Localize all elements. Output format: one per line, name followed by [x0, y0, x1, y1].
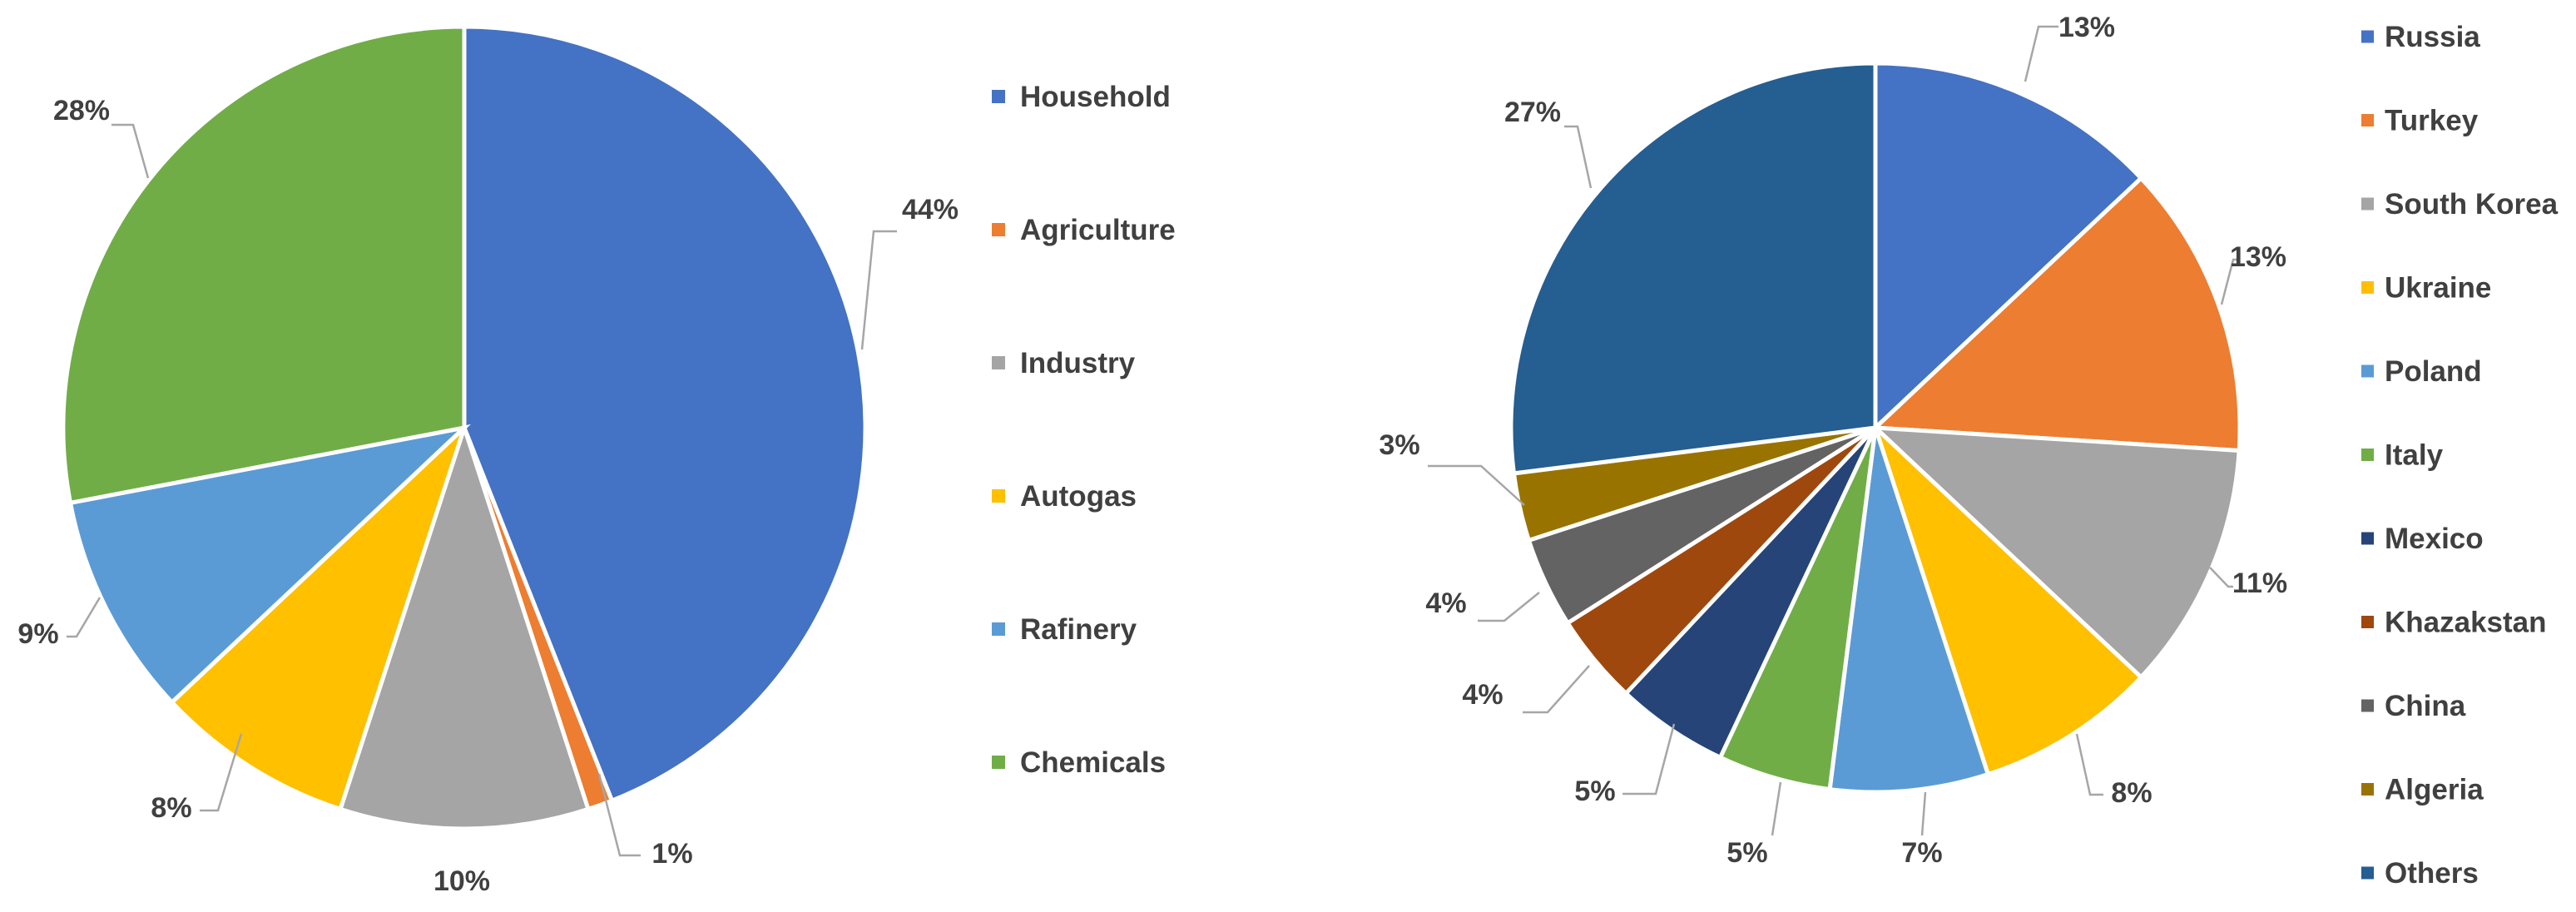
leader-line: [1523, 665, 1590, 714]
legend-label-khazakstan: Khazakstan: [2385, 607, 2547, 639]
pie-slice-turkey: [1870, 175, 2242, 454]
pie-slice-ukraine: [1873, 426, 2144, 777]
leader-line: [2075, 733, 2103, 796]
pie-slice-household: [462, 24, 868, 804]
legend-label-algeria: Algeria: [2385, 774, 2484, 806]
pie-slice-poland: [1827, 427, 1991, 795]
leader-line: [1771, 781, 1782, 836]
legend-label-russia: Russia: [2385, 21, 2480, 53]
leader-line: [2220, 258, 2238, 305]
leader-line: [1622, 723, 1676, 796]
legend-swatch-khazakstan: [2361, 616, 2374, 628]
legend-label-others: Others: [2385, 857, 2479, 890]
legend-swatch-south-korea: [2361, 197, 2374, 211]
legend: Russia Turkey South Korea Ukraine Poland Ital…: [2361, 21, 2559, 890]
pie-slice-chemicals: [61, 24, 467, 506]
legend-swatch-industry: [992, 356, 1005, 369]
data-label-mexico: 5%: [1574, 776, 1615, 807]
legend-label-industry: Industry: [1020, 347, 1136, 379]
pie-slice-others: [1508, 61, 1878, 476]
legend-swatch-algeria: [2361, 783, 2374, 796]
leader-line: [111, 123, 150, 179]
data-label-turkey: 13%: [2230, 241, 2286, 273]
legend-label-ukraine: Ukraine: [2385, 272, 2491, 305]
leader-line: [200, 733, 243, 812]
legend-label-agriculture: Agriculture: [1020, 214, 1176, 246]
legend-swatch-turkey: [2361, 114, 2374, 126]
leader-line: [2024, 25, 2058, 82]
legend-label-mexico: Mexico: [2385, 523, 2484, 555]
pie-slice-autogas: [169, 426, 467, 812]
chart-1-consumption-by-sector: 44% 1% 10% 8% 9% 28% Household Agriculture Indus…: [17, 24, 1176, 897]
leader-line: [2209, 567, 2233, 588]
leader-line: [1428, 464, 1525, 506]
legend-label-poland: Poland: [2385, 355, 2482, 388]
data-label-khazakstan: 4%: [1462, 679, 1503, 711]
legend-swatch-agriculture: [992, 223, 1005, 236]
data-label-autogas: 8%: [151, 792, 191, 824]
legend: Household Agriculture Industry Autogas Rafin…: [992, 81, 1176, 779]
data-label-industry: 10%: [433, 865, 490, 897]
legend-swatch-autogas: [992, 489, 1005, 503]
legend-swatch-rafinery: [992, 622, 1005, 636]
leader-line: [597, 773, 641, 857]
legend-label-autogas: Autogas: [1020, 480, 1137, 513]
leader-line: [1564, 125, 1593, 189]
chart-2-by-country: 13% 13% 11% 8% 7% 5% 5% 4% 4% 3% 27% Russia Turkey So…: [1379, 12, 2558, 890]
data-label-ukraine: 8%: [2111, 777, 2152, 809]
data-label-south-korea: 11%: [2232, 568, 2287, 599]
leader-line: [1478, 592, 1540, 622]
leader-line: [1920, 791, 1927, 836]
data-label-china: 4%: [1425, 587, 1466, 619]
data-label-poland: 7%: [1901, 837, 1942, 869]
pie-slice-industry: [337, 420, 592, 831]
data-label-algeria: 3%: [1379, 429, 1419, 461]
legend-swatch-russia: [2361, 30, 2374, 43]
legend-label-household: Household: [1020, 81, 1171, 113]
legend-swatch-china: [2361, 699, 2374, 712]
legend-label-italy: Italy: [2385, 439, 2444, 472]
legend-label-south-korea: South Korea: [2385, 188, 2559, 221]
legend-swatch-poland: [2361, 364, 2374, 378]
data-label-household: 44%: [902, 194, 959, 226]
legend-swatch-others: [2361, 866, 2374, 880]
legend-label-rafinery: Rafinery: [1020, 613, 1137, 646]
data-label-russia: 13%: [2058, 12, 2115, 43]
leader-line: [860, 230, 897, 350]
pie-slice-rafinery: [67, 424, 471, 706]
pie-slice-south-korea: [1870, 425, 2242, 681]
data-label-others: 27%: [1504, 97, 1561, 128]
legend-swatch-italy: [2361, 449, 2374, 461]
legend-label-china: China: [2385, 690, 2466, 722]
pie-slice-russia: [1873, 61, 2144, 433]
legend-swatch-chemicals: [992, 756, 1005, 769]
data-label-agriculture: 1%: [651, 838, 692, 870]
data-label-rafinery: 9%: [17, 618, 58, 650]
data-label-italy: 5%: [1726, 837, 1767, 869]
legend-label-turkey: Turkey: [2385, 105, 2479, 137]
data-label-chemicals: 28%: [53, 95, 110, 126]
leader-line: [67, 597, 102, 638]
legend-swatch-mexico: [2361, 532, 2374, 545]
legend-label-chemicals: Chemicals: [1020, 746, 1166, 779]
legend-swatch-household: [992, 90, 1005, 103]
legend-swatch-ukraine: [2361, 281, 2374, 294]
